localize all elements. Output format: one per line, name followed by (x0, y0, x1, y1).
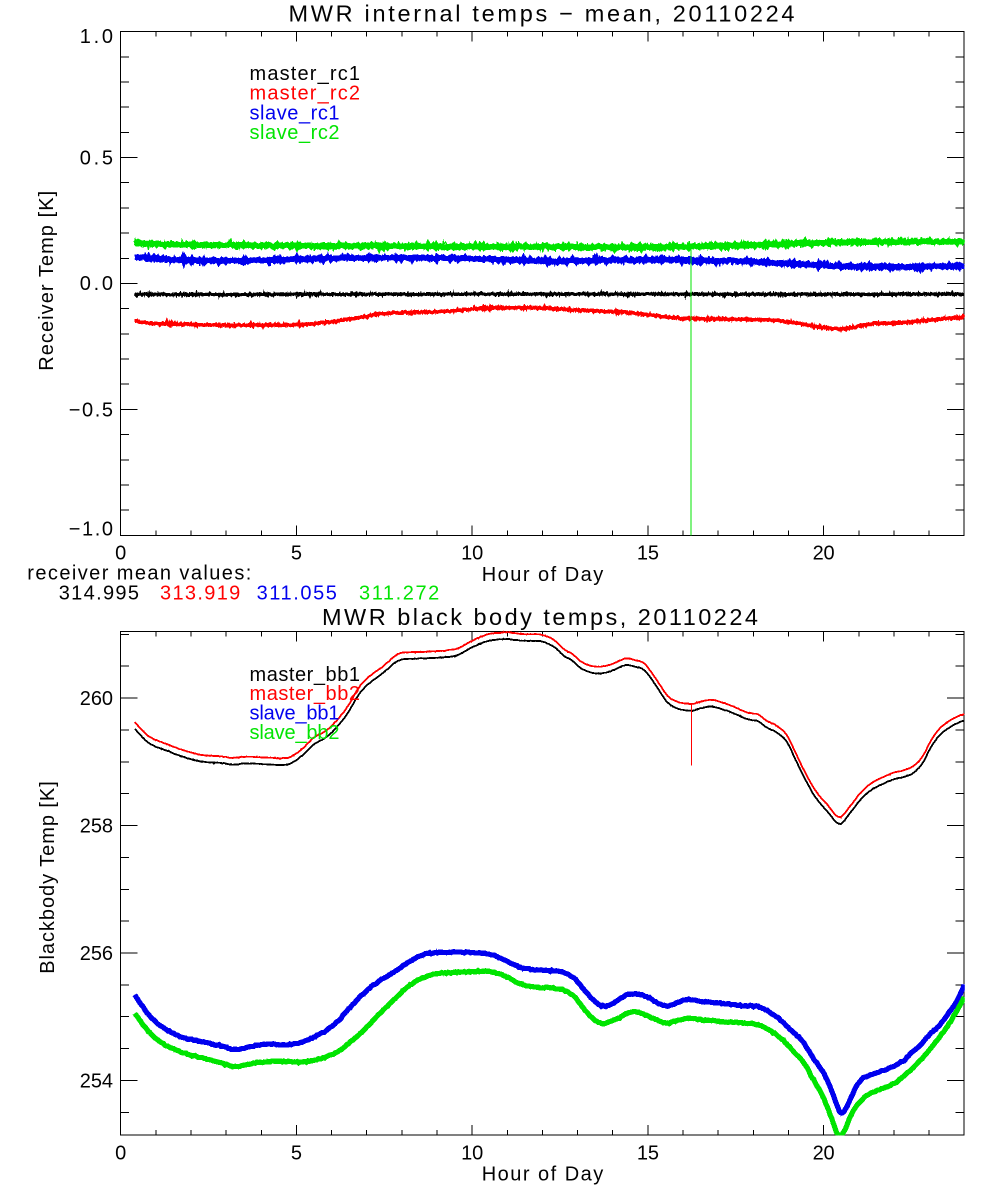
svg-text:0: 0 (115, 543, 126, 565)
svg-text:311.272: 311.272 (359, 583, 439, 605)
svg-text:slave_bb1: slave_bb1 (250, 703, 340, 725)
svg-text:Receiver Temp [K]: Receiver Temp [K] (36, 191, 58, 371)
svg-text:254: 254 (80, 1070, 113, 1092)
svg-text:0.5: 0.5 (80, 148, 113, 170)
svg-text:0.0: 0.0 (80, 273, 113, 295)
svg-text:1.0: 1.0 (80, 26, 113, 48)
svg-text:5: 5 (291, 543, 302, 565)
svg-text:10: 10 (461, 1142, 483, 1164)
svg-text:Blackbody Temp [K]: Blackbody Temp [K] (37, 781, 59, 974)
svg-text:10: 10 (461, 543, 483, 565)
svg-text:0: 0 (115, 1142, 126, 1164)
svg-text:MWR internal temps − mean, 201: MWR internal temps − mean, 20110224 (289, 1, 795, 27)
svg-text:258: 258 (80, 816, 113, 838)
svg-text:15: 15 (637, 543, 659, 565)
svg-text:master_bb2: master_bb2 (250, 683, 361, 705)
svg-text:Hour of Day: Hour of Day (482, 564, 604, 586)
svg-text:−1.0: −1.0 (69, 519, 113, 541)
svg-text:slave_rc1: slave_rc1 (250, 102, 340, 124)
svg-text:313.919: 313.919 (160, 583, 240, 605)
svg-text:256: 256 (80, 943, 113, 965)
svg-text:20: 20 (813, 543, 835, 565)
svg-text:slave_rc2: slave_rc2 (250, 122, 340, 144)
svg-text:slave_bb2: slave_bb2 (250, 722, 340, 744)
svg-text:Hour of Day: Hour of Day (482, 1164, 604, 1186)
svg-text:master_bb1: master_bb1 (250, 664, 361, 686)
svg-text:master_rc2: master_rc2 (250, 83, 361, 105)
svg-text:master_rc1: master_rc1 (250, 63, 361, 85)
svg-text:MWR black body temps, 20110224: MWR black body temps, 20110224 (322, 604, 758, 630)
svg-text:311.055: 311.055 (257, 583, 337, 605)
svg-text:−0.5: −0.5 (69, 399, 113, 421)
svg-text:20: 20 (813, 1142, 835, 1164)
svg-text:5: 5 (291, 1142, 302, 1164)
svg-text:receiver mean values:: receiver mean values: (27, 563, 251, 585)
svg-text:314.995: 314.995 (59, 583, 139, 605)
svg-text:260: 260 (80, 688, 113, 710)
svg-text:15: 15 (637, 1142, 659, 1164)
